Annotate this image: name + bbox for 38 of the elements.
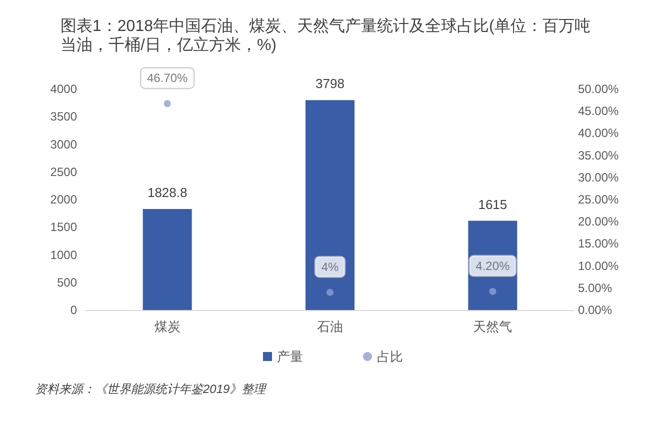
y2-tick-label: 0.00% [578,303,612,317]
legend-label: 产量 [277,349,303,364]
x-tick-label: 煤炭 [154,319,180,334]
data-label: 46.70% [146,71,188,86]
y2-tick-label: 45.00% [578,104,620,118]
y2-tick-label: 35.00% [578,148,620,162]
data-label: 4.20% [476,258,510,273]
y2-tick-label: 10.00% [578,258,620,273]
y-tick-label: 3000 [50,137,78,152]
y-tick-label: 500 [56,275,78,290]
chart-title: 图表1：2018年中国石油、煤炭、天然气产量统计及全球占比(单位：百万吨当油，千桶/日，亿立方米，%) [60,17,590,54]
bar [306,100,354,310]
legend-label: 占比 [377,349,403,364]
text: 资料来源：《世界能源统计年鉴2019》整理 [35,382,268,396]
point [326,288,334,296]
y2-tick-label: 50.00% [578,82,620,96]
data-label: 3798 [316,76,344,92]
y2-tick-label: 15.00% [578,236,620,251]
y-tick-label: 2000 [50,192,78,206]
y2-tick-label: 30.00% [578,170,620,184]
y-tick-label: 4000 [50,82,78,96]
y-tick-label: 1500 [50,220,78,234]
y-tick-label: 1000 [50,248,78,262]
point [489,288,496,295]
x-tick-label: 天然气 [473,319,512,334]
data-label: 1828.8 [147,184,188,200]
data-label: 1615 [478,196,508,212]
x-tick-label: 石油 [317,319,343,334]
data-label: 4% [321,260,339,274]
y2-tick-label: 25.00% [578,192,620,206]
y2-tick-label: 20.00% [578,214,620,229]
y-tick-label: 3500 [50,110,78,124]
point [164,100,171,108]
bar [142,208,192,310]
y-tick-label: 0 [70,303,78,317]
y-tick-label: 2500 [50,164,78,179]
y2-tick-label: 5.00% [578,280,612,295]
y2-tick-label: 40.00% [578,126,620,140]
